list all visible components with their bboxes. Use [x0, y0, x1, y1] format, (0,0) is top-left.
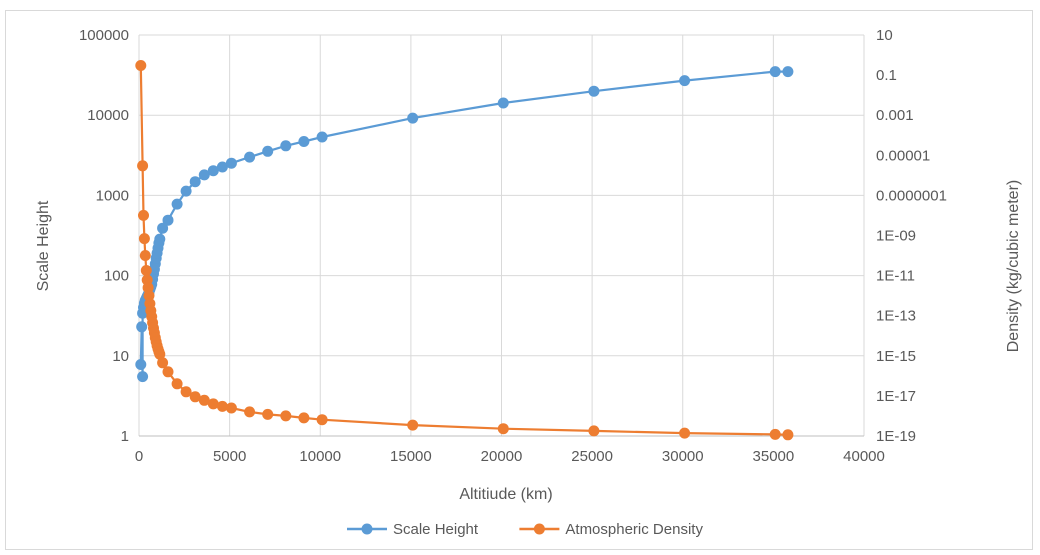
scale-height-point	[769, 66, 781, 78]
y2-tick-label: 1E-11	[876, 268, 915, 285]
atmospheric-density-point	[262, 408, 274, 420]
atmospheric-density-point	[143, 290, 155, 302]
x-tick-label: 35000	[753, 448, 795, 465]
atmospheric-density-point	[588, 425, 600, 437]
y-axis-title: Scale Height	[35, 200, 52, 291]
scale-height-point	[216, 161, 228, 173]
y-tick-label: 100	[104, 268, 129, 285]
atmospheric-density-point	[139, 250, 151, 261]
series-layer	[135, 60, 794, 441]
atmospheric-density-point	[679, 427, 691, 439]
x-tick-label: 5000	[213, 448, 246, 465]
y2-tick-label: 1E-15	[876, 348, 916, 365]
atmospheric-density-point	[298, 412, 310, 424]
x-tick-label: 0	[135, 448, 143, 465]
scale-height-point	[782, 66, 794, 78]
atmospheric-density-point	[280, 410, 292, 422]
scale-height-point	[225, 157, 237, 169]
y2-axis-title: Density (kg/cubic meter)	[1005, 180, 1022, 353]
y2-tick-label: 1E-09	[876, 228, 916, 245]
x-tick-label: 40000	[843, 448, 885, 465]
atmospheric-density-line	[139, 65, 788, 436]
y2-tick-label: 0.0000001	[876, 187, 947, 204]
legend: Scale Height Atmospheric Density	[347, 521, 703, 538]
atmospheric-density-point	[244, 406, 256, 418]
scale-height-point	[298, 136, 310, 147]
atmospheric-density-point	[225, 402, 237, 414]
atmospheric-density-point	[137, 160, 149, 172]
legend-atmospheric-density-label: Atmospheric Density	[565, 521, 703, 538]
scale-height-point	[588, 85, 600, 97]
atmospheric-density-point	[135, 60, 147, 71]
x-axis-ticks: 0 5000 10000 15000 20000 25000 30000 35000 40000	[135, 448, 885, 465]
x-axis-title: Altitiude (km)	[459, 486, 552, 503]
legend-scale-height-marker	[361, 523, 373, 535]
y2-tick-label: 0.1	[876, 67, 897, 84]
scale-height-point	[198, 169, 210, 181]
chart-svg: 0 5000 10000 15000 20000 25000 30000 35000 40000…	[35, 27, 1022, 538]
scale-height-point	[316, 131, 328, 143]
x-tick-label: 25000	[571, 448, 613, 465]
y2-tick-label: 0.001	[876, 107, 914, 124]
y-tick-label: 1	[121, 428, 129, 445]
scale-height-point	[189, 176, 201, 188]
y-tick-label: 10	[112, 348, 129, 365]
atmospheric-density-point	[138, 209, 149, 221]
scale-height-point	[154, 233, 166, 245]
y-tick-label: 1000	[96, 187, 129, 204]
scale-height-point	[497, 97, 509, 109]
atmospheric-density-point	[154, 348, 166, 360]
y-axis-ticks: 1 10 100 1000 10000 100000	[79, 27, 129, 445]
scale-height-point	[135, 359, 147, 370]
atmospheric-density-point	[171, 378, 183, 390]
atmospheric-density-point	[138, 233, 150, 245]
scale-height-point	[280, 140, 292, 152]
y2-axis-ticks: 1E-19 1E-17 1E-15 1E-13 1E-11 1E-09 0.0000001 0…	[876, 27, 947, 445]
x-tick-label: 20000	[481, 448, 523, 465]
scale-height-point	[679, 75, 691, 87]
x-tick-label: 30000	[662, 448, 704, 465]
scale-height-point	[207, 165, 219, 177]
atmospheric-density-point	[216, 400, 228, 412]
scale-height-point	[262, 145, 274, 157]
atmospheric-density-point	[207, 398, 219, 410]
scale-height-point	[171, 198, 183, 210]
y2-tick-label: 1E-19	[876, 428, 916, 445]
x-tick-label: 15000	[390, 448, 432, 465]
scale-height-line	[139, 70, 788, 378]
gridlines	[138, 34, 865, 437]
atmospheric-density-point	[189, 391, 201, 403]
y2-tick-label: 1E-13	[876, 308, 916, 325]
atmospheric-density-point	[407, 419, 419, 431]
x-tick-label: 10000	[299, 448, 341, 465]
y2-tick-label: 0.00001	[876, 147, 930, 164]
atmospheric-density-point	[157, 357, 169, 369]
y2-tick-label: 1E-17	[876, 388, 916, 405]
atmospheric-density-point	[782, 429, 794, 441]
atmospheric-density-point	[497, 423, 509, 435]
scale-height-point	[162, 214, 174, 226]
legend-scale-height-label: Scale Height	[393, 521, 479, 538]
atmospheric-density-point	[162, 366, 174, 378]
y2-tick-label: 10	[876, 27, 893, 44]
y-tick-label: 100000	[79, 27, 129, 44]
scale-height-point	[136, 321, 148, 333]
scale-height-point	[137, 371, 149, 383]
atmospheric-density-point	[140, 265, 152, 276]
legend-atmospheric-density-marker	[533, 523, 545, 535]
y-tick-label: 10000	[87, 107, 129, 124]
scale-height-point	[157, 222, 169, 234]
atmospheric-density-point	[180, 386, 192, 398]
atmospheric-density-point	[198, 394, 210, 406]
atmospheric-density-point	[316, 414, 328, 426]
scale-height-point	[407, 112, 419, 124]
chart-area: 0 5000 10000 15000 20000 25000 30000 35000 40000…	[5, 10, 1033, 550]
atmospheric-density-point	[769, 428, 781, 440]
scale-height-point	[244, 151, 256, 163]
scale-height-point	[180, 185, 192, 197]
